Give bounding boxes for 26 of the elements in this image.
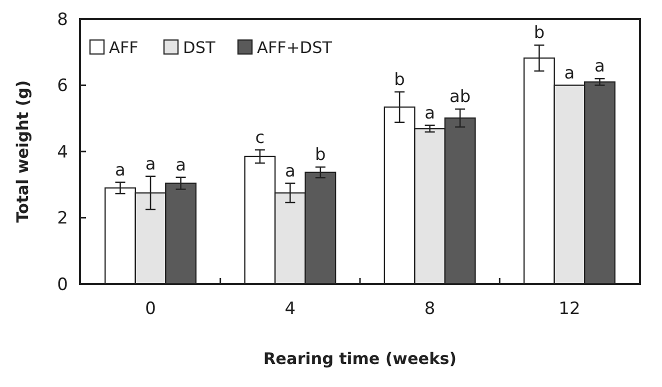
data-label: a [284,161,296,182]
data-label: ab [449,87,471,108]
data-label: a [424,103,436,124]
y-tick-label: 2 [57,208,68,229]
y-tick-label: 6 [57,76,68,96]
y-tick-label: 0 [57,274,68,295]
legend-label: AFF [109,38,138,57]
data-label: b [534,23,545,44]
data-label: a [115,160,126,180]
legend-label: DST [183,38,216,57]
y-tick-label: 8 [57,10,68,30]
x-tick-label: 0 [145,299,156,319]
legend-label: AFF+DST [257,38,332,57]
data-label: b [394,70,405,90]
data-label: a [176,155,186,176]
data-label: a [594,56,605,77]
data-label: a [145,154,156,174]
x-tick-label: 8 [424,299,436,319]
x-axis-title: Rearing time (weeks) [263,349,457,368]
data-label: a [564,63,575,84]
y-tick-label: 4 [57,142,68,162]
data-label: c [255,128,265,148]
y-axis-title: Total weight (g) [13,80,32,223]
x-tick-label: 4 [284,299,296,319]
x-tick-label: 12 [558,299,580,319]
data-label: b [315,145,326,166]
